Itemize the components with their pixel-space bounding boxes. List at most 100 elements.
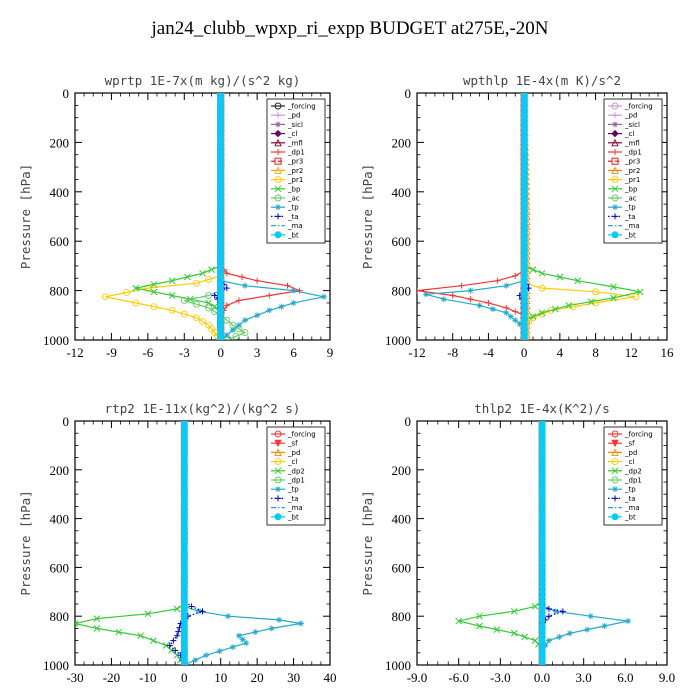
data-point [489,306,496,313]
data-point [494,277,501,284]
legend-label: _ac [624,195,637,203]
legend-label: _pr2 [287,167,303,175]
data-point [162,642,170,649]
data-area [75,421,304,665]
data-point [278,303,285,310]
y-tick-label: 0 [405,86,412,101]
data-point [243,640,250,647]
x-tick-label: 20 [251,670,264,685]
legend-marker [612,486,618,493]
data-point [101,293,109,301]
series-tp [422,93,528,340]
data-point [173,605,181,613]
legend-marker [612,112,618,119]
data-point [556,633,563,640]
data-point [521,633,528,641]
legend-marker [274,476,282,484]
legend-label: _ta [624,495,636,503]
y-tick-label: 800 [50,284,70,299]
y-tick-label: 200 [392,463,412,478]
data-point [584,626,591,633]
legend-marker [611,129,619,138]
data-point [192,300,200,308]
data-point [538,284,546,292]
series-bt [217,93,225,340]
data-point [217,336,225,340]
legend-label: _dp2 [287,467,305,475]
legend-marker [275,495,281,502]
data-point [137,632,144,640]
data-point [132,284,140,292]
legend-marker [274,166,282,174]
panel-thlp2: thlp2 1E-4x(K^2)/s Pressure [hPa] -9.0 -6.0… [360,401,675,685]
legend-label: _cl [287,130,297,138]
legend-label: _dp1 [287,477,305,485]
data-point [592,288,600,296]
data-point [467,296,474,303]
data-point [297,620,304,627]
legend-marker [274,439,282,448]
data-point [538,309,546,317]
legend-label: _pr2 [624,167,640,175]
data-point [238,274,245,281]
x-tick-label: -3 [179,345,190,360]
data-point [132,299,140,307]
legend: _forcing_sf_pd_cl_dp2 _dp1_tp_ta_ma_bt [266,426,326,526]
data-point [507,313,514,320]
panel-title: thlp2 1E-4x(K^2)/s [474,401,609,416]
legend-marker [611,166,619,174]
data-point [168,292,176,299]
data-point [205,304,213,312]
legend-marker [274,513,282,521]
x-tick-label: -9.0 [407,670,428,685]
data-point [150,281,158,288]
y-tick-label: 1000 [385,333,411,348]
data-point [601,622,608,629]
x-tick-label: 16 [661,345,675,360]
legend-marker [274,138,282,147]
data-point [545,637,552,644]
data-point [93,625,101,632]
data-point [636,288,644,296]
x-tick-label: 6.0 [617,670,633,685]
series-bt [538,421,546,665]
data-point [485,299,492,306]
y-tick-label: 200 [392,135,412,150]
legend-marker [611,430,619,438]
y-tick-label: 1000 [43,658,69,673]
data-point [552,305,559,313]
data-point [625,618,632,625]
legend-label: _tp [287,204,299,212]
data-point [241,329,249,337]
data-point [123,289,131,296]
x-tick-label: -10 [139,670,156,685]
legend-label: _mfl [624,139,640,147]
legend-label: _forcing [624,103,653,111]
legend-marker [611,439,619,448]
series-line [417,93,525,340]
data-point [476,622,483,630]
legend-label: _forcing [287,431,316,439]
data-point [229,644,236,651]
x-tick-label: -30 [66,670,83,685]
data-point [290,299,297,306]
legend-label: _bp [624,185,638,193]
data-point [587,298,595,306]
x-tick-label: 30 [287,670,300,685]
legend-marker [274,176,282,184]
legend-marker [611,476,619,484]
legend-label: _ma [624,222,640,230]
data-point [192,657,199,664]
legend-label: _cl [624,458,634,466]
data-point [266,307,273,314]
legend-label: _ma [624,504,640,512]
data-point [144,610,152,618]
data-point [242,282,248,289]
series-line [425,93,525,340]
x-tick-label: -6.0 [448,670,469,685]
data-point [290,287,297,294]
data-point [538,661,546,665]
data-point [476,612,483,620]
legend-marker [274,185,282,193]
legend-label: _pr1 [287,176,303,184]
